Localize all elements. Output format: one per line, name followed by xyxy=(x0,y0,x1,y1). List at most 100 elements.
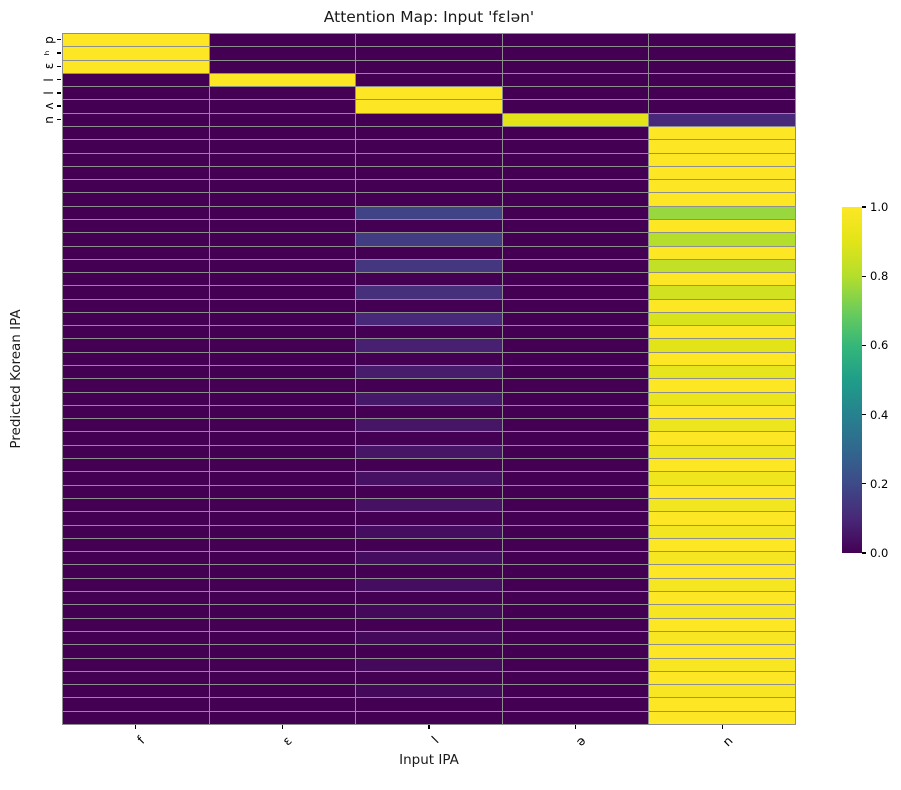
heatmap-cell xyxy=(502,538,649,552)
heatmap-cell xyxy=(356,419,502,432)
heatmap-cell xyxy=(356,312,502,326)
heatmap-cell xyxy=(649,312,795,326)
heatmap-cell xyxy=(502,645,649,658)
heatmap-cell xyxy=(209,153,356,166)
heatmap-cell xyxy=(649,618,795,631)
colorbar-tick-label: 0.0 xyxy=(870,546,889,560)
heatmap-cell xyxy=(356,246,502,259)
heatmap-cell xyxy=(356,685,502,698)
heatmap-cell xyxy=(209,140,356,153)
y-tick-label: l xyxy=(42,91,56,95)
heatmap-cell xyxy=(502,525,649,538)
heatmap-cell xyxy=(356,578,502,592)
heatmap-cell xyxy=(63,273,209,286)
heatmap-cell xyxy=(356,193,502,206)
heatmap-cell xyxy=(356,618,502,631)
heatmap-cell xyxy=(649,432,795,445)
colorbar xyxy=(842,207,862,553)
heatmap-cell xyxy=(649,87,795,100)
x-axis-label: Input IPA xyxy=(399,752,459,768)
heatmap-cell xyxy=(209,326,356,339)
heatmap-cell xyxy=(649,113,795,126)
heatmap-cell xyxy=(356,47,502,60)
heatmap-cell xyxy=(356,206,502,219)
heatmap-cell xyxy=(649,685,795,698)
heatmap-cell xyxy=(209,73,356,87)
heatmap-cell xyxy=(356,100,502,113)
heatmap-cell xyxy=(209,459,356,472)
heatmap-cell xyxy=(649,246,795,259)
heatmap-cell xyxy=(502,485,649,498)
heatmap-cell xyxy=(356,286,502,299)
heatmap-cell xyxy=(356,671,502,685)
heatmap-cell xyxy=(63,60,209,73)
heatmap-cell xyxy=(209,273,356,286)
heatmap-grid xyxy=(62,33,796,725)
heatmap-cell xyxy=(356,392,502,405)
heatmap-cell xyxy=(63,326,209,339)
heatmap-cell xyxy=(356,552,502,565)
heatmap-cell xyxy=(649,166,795,180)
x-tick-mark xyxy=(428,725,430,729)
heatmap-cell xyxy=(209,565,356,578)
heatmap-cell xyxy=(502,47,649,60)
heatmap-cell xyxy=(209,113,356,126)
heatmap-cell xyxy=(502,671,649,685)
heatmap-cell xyxy=(63,87,209,100)
y-tick-mark xyxy=(57,118,61,121)
heatmap-cell xyxy=(502,312,649,326)
heatmap-cell xyxy=(649,100,795,113)
heatmap-cell xyxy=(356,366,502,379)
heatmap-cell xyxy=(63,180,209,193)
heatmap-cell xyxy=(209,352,356,366)
heatmap-cell xyxy=(209,631,356,645)
heatmap-cell xyxy=(63,219,209,233)
heatmap-cell xyxy=(649,525,795,538)
heatmap-cell xyxy=(63,366,209,379)
heatmap-cell xyxy=(649,498,795,512)
heatmap-cell xyxy=(502,392,649,405)
heatmap-cell xyxy=(356,219,502,233)
heatmap-cell xyxy=(63,339,209,352)
heatmap-cell xyxy=(502,273,649,286)
heatmap-cell xyxy=(209,193,356,206)
heatmap-cell xyxy=(649,605,795,618)
heatmap-cell xyxy=(63,645,209,658)
heatmap-cell xyxy=(502,379,649,392)
heatmap-cell xyxy=(63,259,209,273)
heatmap-cell xyxy=(502,565,649,578)
heatmap-cell xyxy=(63,538,209,552)
y-tick-mark xyxy=(57,65,61,67)
heatmap-cell xyxy=(209,259,356,273)
heatmap-cell xyxy=(209,485,356,498)
heatmap-cell xyxy=(209,299,356,312)
heatmap-cell xyxy=(63,206,209,219)
heatmap-cell xyxy=(63,286,209,299)
heatmap-cell xyxy=(649,698,795,711)
heatmap-cell xyxy=(63,312,209,326)
heatmap-cell xyxy=(209,180,356,193)
heatmap-cell xyxy=(502,631,649,645)
heatmap-cell xyxy=(502,352,649,366)
heatmap-cell xyxy=(502,286,649,299)
heatmap-cell xyxy=(502,233,649,246)
x-tick-mark xyxy=(134,725,137,729)
x-tick-label: ɛ xyxy=(279,733,295,749)
heatmap-cell xyxy=(209,246,356,259)
heatmap-cell xyxy=(63,445,209,459)
heatmap-cell xyxy=(356,326,502,339)
heatmap-cell xyxy=(649,658,795,671)
x-tick-mark xyxy=(281,725,283,729)
heatmap-cell xyxy=(649,631,795,645)
heatmap-cell xyxy=(502,166,649,180)
heatmap-cell xyxy=(649,472,795,485)
heatmap-cell xyxy=(649,352,795,366)
colorbar-tick-mark xyxy=(862,552,866,554)
colorbar-tick-mark xyxy=(862,275,866,277)
heatmap-cell xyxy=(209,645,356,658)
y-tick-label: ʰ xyxy=(42,50,56,56)
heatmap-cell xyxy=(502,206,649,219)
heatmap-cell xyxy=(649,219,795,233)
colorbar-tick-label: 0.8 xyxy=(870,269,889,284)
heatmap-cell xyxy=(209,379,356,392)
